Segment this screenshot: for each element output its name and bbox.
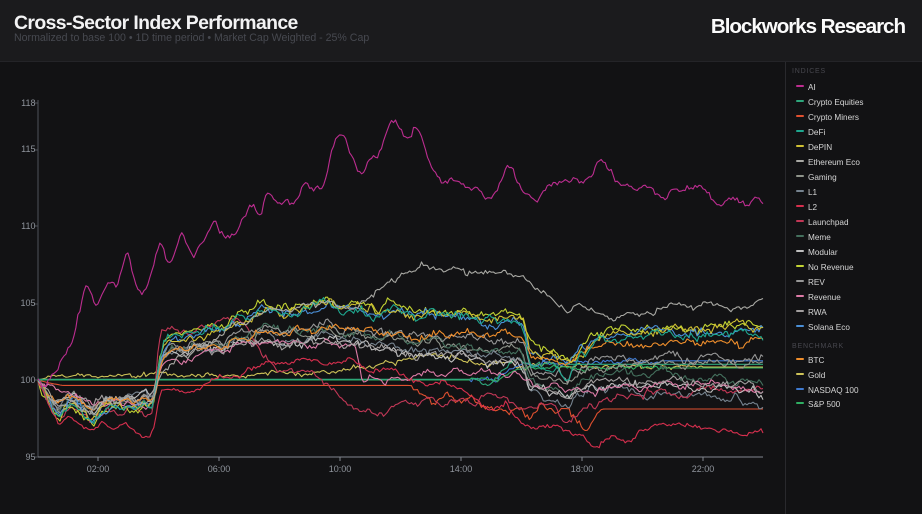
svg-text:105: 105 bbox=[20, 298, 35, 308]
svg-text:22:00: 22:00 bbox=[692, 464, 715, 474]
svg-text:14:00: 14:00 bbox=[450, 464, 473, 474]
svg-text:10:00: 10:00 bbox=[329, 464, 352, 474]
svg-text:110: 110 bbox=[21, 221, 35, 231]
svg-text:115: 115 bbox=[21, 144, 35, 154]
svg-text:02:00: 02:00 bbox=[87, 464, 110, 474]
svg-text:06:00: 06:00 bbox=[208, 464, 231, 474]
svg-text:18:00: 18:00 bbox=[571, 464, 594, 474]
svg-text:118: 118 bbox=[21, 98, 35, 108]
svg-text:100: 100 bbox=[20, 375, 35, 385]
svg-text:95: 95 bbox=[25, 452, 35, 462]
